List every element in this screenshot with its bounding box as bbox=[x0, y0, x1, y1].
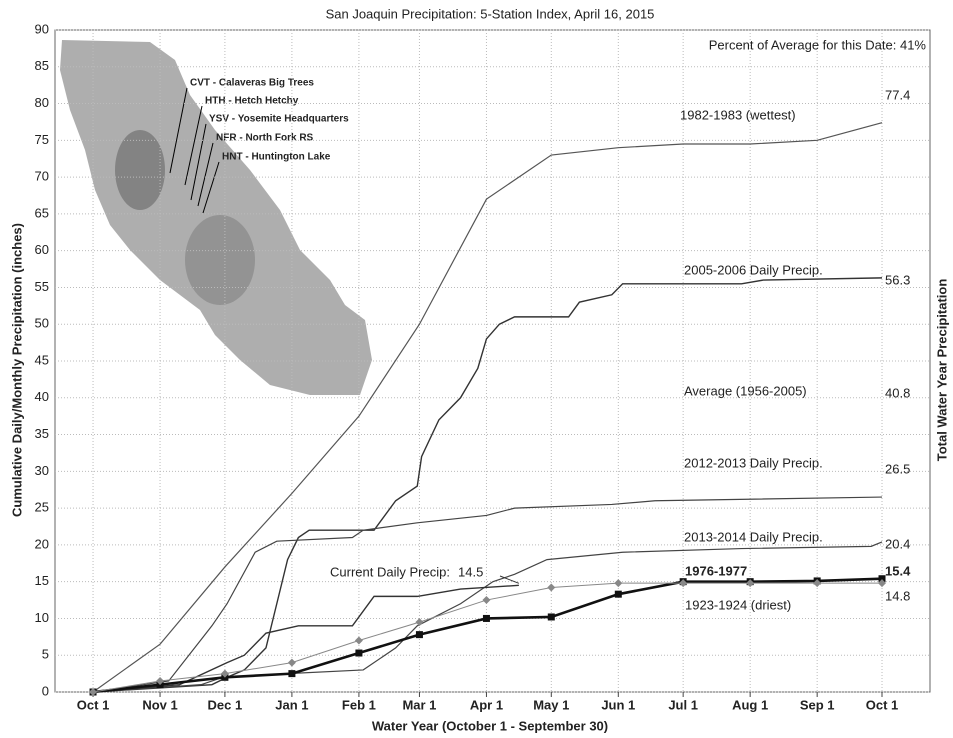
x-tick-label: Jun 1 bbox=[601, 697, 635, 712]
total-label: 20.4 bbox=[885, 536, 910, 551]
x-tick-label: Mar 1 bbox=[402, 697, 436, 712]
series-label: 1976-1977 bbox=[685, 563, 747, 578]
map-label: NFR - North Fork RS bbox=[216, 133, 314, 144]
y-tick-label: 85 bbox=[35, 58, 49, 73]
y-tick-label: 30 bbox=[35, 463, 49, 478]
map-label: HTH - Hetch Hetchy bbox=[205, 96, 299, 107]
point bbox=[483, 615, 490, 622]
y-tick-label: 5 bbox=[42, 647, 49, 662]
x-tick-label: Aug 1 bbox=[732, 697, 768, 712]
y-tick-label: 70 bbox=[35, 169, 49, 184]
y-tick-label: 65 bbox=[35, 205, 49, 220]
x-tick-label: Nov 1 bbox=[142, 697, 177, 712]
y-tick-label: 45 bbox=[35, 352, 49, 367]
chart: San Joaquin Precipitation: 5-Station Ind… bbox=[0, 0, 953, 738]
annotation-total: 40.8 bbox=[885, 385, 910, 400]
point bbox=[615, 591, 622, 598]
series-label: 1923-1924 (driest) bbox=[685, 597, 791, 612]
x-tick-label: Jan 1 bbox=[275, 697, 308, 712]
y-tick-label: 80 bbox=[35, 95, 49, 110]
y-tick-label: 25 bbox=[35, 500, 49, 515]
map-label: YSV - Yosemite Headquarters bbox=[209, 114, 349, 125]
point bbox=[548, 613, 555, 620]
x-tick-label: Apr 1 bbox=[470, 697, 503, 712]
series-label: 1982-1983 (wettest) bbox=[680, 107, 796, 122]
point bbox=[288, 670, 295, 677]
map-valley bbox=[115, 130, 165, 210]
y-axis-title: Cumulative Daily/Monthly Precipitation (… bbox=[9, 223, 24, 517]
x-tick-label: Feb 1 bbox=[342, 697, 376, 712]
x-tick-label: Oct 1 bbox=[77, 697, 110, 712]
series-label: 2012-2013 Daily Precip. bbox=[684, 455, 823, 470]
series-label: 2013-2014 Daily Precip. bbox=[684, 529, 823, 544]
total-label: 14.8 bbox=[885, 588, 910, 603]
chart-title: San Joaquin Precipitation: 5-Station Ind… bbox=[326, 6, 655, 21]
x-tick-label: Oct 1 bbox=[866, 697, 899, 712]
y-tick-label: 35 bbox=[35, 426, 49, 441]
total-label: 56.3 bbox=[885, 272, 910, 287]
x-tick-label: Sep 1 bbox=[800, 697, 835, 712]
map-valley bbox=[185, 215, 255, 305]
annotation: Average (1956-2005) bbox=[684, 383, 807, 398]
series-label: 2005-2006 Daily Precip. bbox=[684, 262, 823, 277]
y-tick-label: 60 bbox=[35, 242, 49, 257]
x-tick-label: May 1 bbox=[533, 697, 569, 712]
y-tick-label: 15 bbox=[35, 573, 49, 588]
point bbox=[355, 650, 362, 657]
y2-axis-title: Total Water Year Precipitation bbox=[934, 279, 949, 462]
y-tick-label: 20 bbox=[35, 536, 49, 551]
total-label: 14.5 bbox=[458, 564, 483, 579]
map-label: CVT - Calaveras Big Trees bbox=[190, 78, 314, 89]
y-tick-label: 75 bbox=[35, 132, 49, 147]
y-tick-label: 50 bbox=[35, 316, 49, 331]
y-tick-label: 10 bbox=[35, 610, 49, 625]
total-label: 15.4 bbox=[885, 563, 911, 578]
y-tick-label: 55 bbox=[35, 279, 49, 294]
annotation: Percent of Average for this Date: 41% bbox=[709, 37, 927, 52]
total-label: 26.5 bbox=[885, 461, 910, 476]
y-tick-label: 40 bbox=[35, 389, 49, 404]
x-axis-title: Water Year (October 1 - September 30) bbox=[372, 718, 608, 733]
x-tick-label: Jul 1 bbox=[668, 697, 698, 712]
x-tick-label: Dec 1 bbox=[208, 697, 243, 712]
total-label: 77.4 bbox=[885, 87, 910, 102]
point bbox=[416, 631, 423, 638]
map-label: HNT - Huntington Lake bbox=[222, 152, 331, 163]
series-label: Current Daily Precip: bbox=[330, 564, 450, 579]
y-tick-label: 0 bbox=[42, 683, 49, 698]
y-tick-label: 90 bbox=[35, 21, 49, 36]
